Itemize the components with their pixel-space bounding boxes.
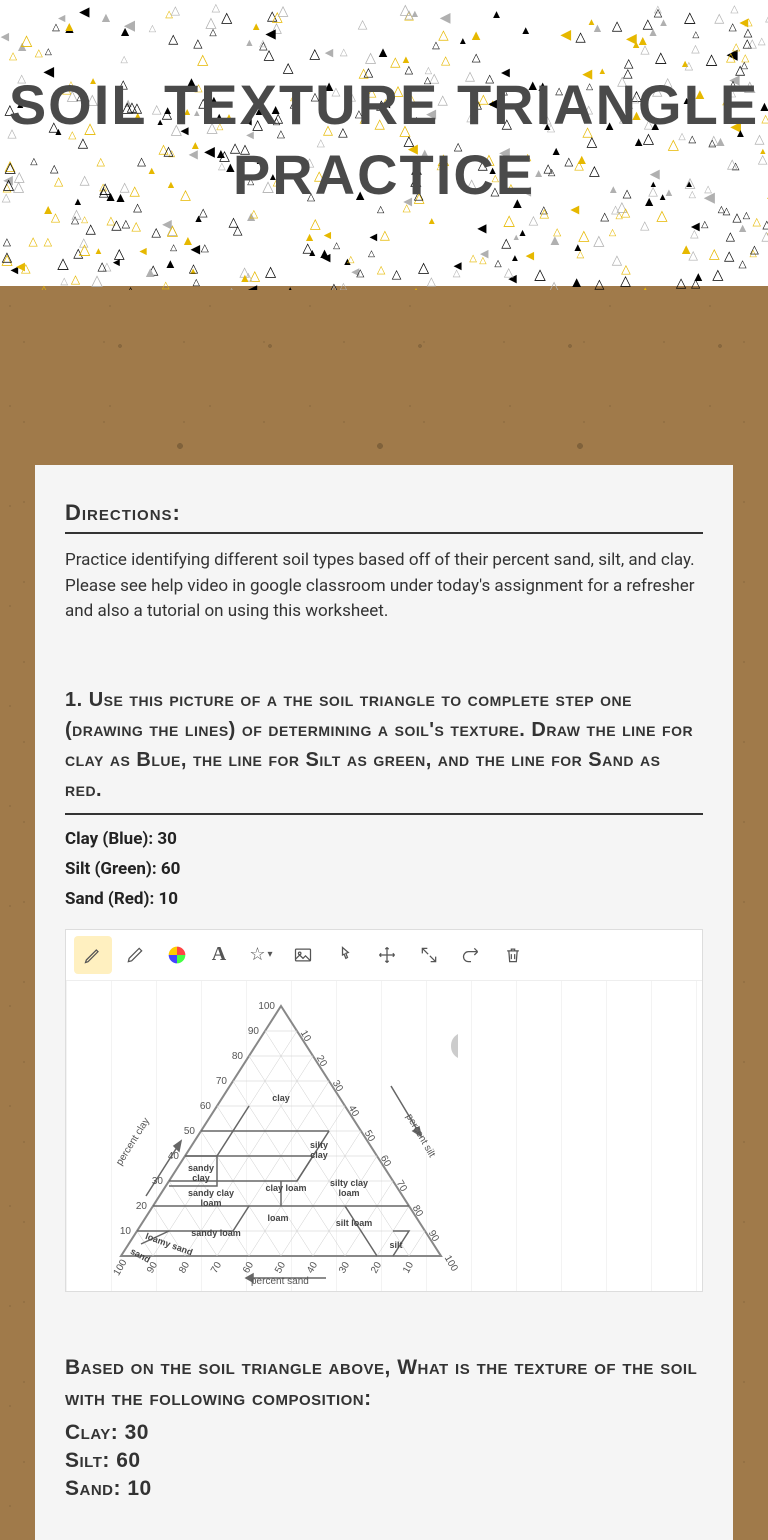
directions-text: Practice identifying different soil type… bbox=[65, 548, 703, 625]
svg-text:70: 70 bbox=[209, 1259, 224, 1275]
svg-text:20: 20 bbox=[369, 1259, 384, 1275]
color-tool[interactable] bbox=[158, 936, 196, 974]
svg-text:20: 20 bbox=[314, 1053, 329, 1069]
q2-sand-line: Sand: 10 bbox=[65, 1477, 703, 1501]
pen-tool[interactable] bbox=[116, 936, 154, 974]
pen-icon bbox=[125, 945, 145, 965]
q1-clay-line: Clay (Blue): 30 bbox=[65, 829, 703, 849]
axis-silt-label: percent silt bbox=[403, 1112, 437, 1160]
question2: Based on the soil triangle above, What i… bbox=[65, 1352, 703, 1501]
move-tool[interactable] bbox=[368, 936, 406, 974]
svg-text:80: 80 bbox=[177, 1259, 192, 1275]
color-wheel-icon bbox=[167, 945, 187, 965]
svg-text:silt: silt bbox=[389, 1240, 402, 1250]
pencil-tool[interactable] bbox=[74, 936, 112, 974]
redo-tool[interactable] bbox=[452, 936, 490, 974]
svg-text:60: 60 bbox=[241, 1259, 256, 1275]
directions-heading: Directions: bbox=[65, 500, 703, 534]
svg-text:sandy: sandy bbox=[188, 1163, 214, 1173]
editor-toolbar: A ☆▾ bbox=[66, 930, 702, 981]
svg-text:40: 40 bbox=[305, 1259, 320, 1275]
fullscreen-icon bbox=[419, 945, 439, 965]
q1-sand-line: Sand (Red): 10 bbox=[65, 889, 703, 909]
svg-text:50: 50 bbox=[184, 1126, 196, 1137]
svg-text:100: 100 bbox=[442, 1253, 460, 1273]
svg-text:silty: silty bbox=[310, 1140, 328, 1150]
fullscreen-tool[interactable] bbox=[410, 936, 448, 974]
redo-icon bbox=[461, 945, 481, 965]
svg-text:clay loam: clay loam bbox=[265, 1183, 306, 1193]
svg-text:100: 100 bbox=[112, 1257, 130, 1277]
svg-text:sandy clay: sandy clay bbox=[188, 1188, 234, 1198]
svg-text:60: 60 bbox=[378, 1153, 393, 1169]
svg-text:10: 10 bbox=[298, 1028, 313, 1044]
svg-text:20: 20 bbox=[136, 1201, 148, 1212]
svg-text:loam: loam bbox=[338, 1188, 359, 1198]
svg-text:40: 40 bbox=[346, 1103, 361, 1119]
drawing-editor: A ☆▾ bbox=[65, 929, 703, 1292]
svg-text:clay: clay bbox=[272, 1093, 290, 1103]
page-title: Soil Texture Triangle Practice bbox=[0, 0, 768, 210]
drawing-canvas[interactable]: percent clay percent silt percent sand 1… bbox=[66, 981, 702, 1291]
svg-text:30: 30 bbox=[152, 1176, 164, 1187]
svg-text:70: 70 bbox=[394, 1178, 409, 1194]
svg-text:80: 80 bbox=[232, 1051, 244, 1062]
svg-text:100: 100 bbox=[258, 1001, 275, 1012]
svg-text:50: 50 bbox=[273, 1259, 288, 1275]
chevron-down-icon: ▾ bbox=[268, 949, 273, 960]
axis-sand-label: percent sand bbox=[251, 1276, 309, 1286]
star-icon: ☆ bbox=[249, 944, 265, 965]
svg-text:clay: clay bbox=[192, 1173, 210, 1183]
svg-text:clay: clay bbox=[310, 1150, 328, 1160]
worksheet-card: Directions: Practice identifying differe… bbox=[35, 465, 733, 1540]
svg-text:10: 10 bbox=[401, 1259, 416, 1275]
q2-clay-line: Clay: 30 bbox=[65, 1421, 703, 1445]
question2-heading: Based on the soil triangle above, What i… bbox=[65, 1352, 703, 1415]
image-tool[interactable] bbox=[284, 936, 322, 974]
svg-text:30: 30 bbox=[337, 1259, 352, 1275]
q1-silt-line: Silt (Green): 60 bbox=[65, 859, 703, 879]
soil-triangle-diagram: percent clay percent silt percent sand 1… bbox=[86, 986, 476, 1286]
svg-text:90: 90 bbox=[426, 1228, 441, 1244]
q2-silt-line: Silt: 60 bbox=[65, 1449, 703, 1473]
pencil-icon bbox=[83, 945, 103, 965]
pointer-icon bbox=[335, 945, 355, 965]
svg-text:70: 70 bbox=[216, 1076, 228, 1087]
svg-text:80: 80 bbox=[410, 1203, 425, 1219]
axis-clay-label: percent clay bbox=[114, 1116, 152, 1168]
text-icon: A bbox=[212, 943, 226, 966]
trash-icon bbox=[503, 945, 523, 965]
svg-text:60: 60 bbox=[200, 1101, 212, 1112]
question1-heading: 1. Use this picture of a the soil triang… bbox=[65, 685, 703, 815]
move-icon bbox=[377, 945, 397, 965]
shapes-tool[interactable]: ☆▾ bbox=[242, 936, 280, 974]
svg-text:sandy loam: sandy loam bbox=[191, 1228, 241, 1238]
pointer-tool[interactable] bbox=[326, 936, 364, 974]
image-icon bbox=[293, 945, 313, 965]
svg-text:40: 40 bbox=[168, 1151, 180, 1162]
svg-text:30: 30 bbox=[330, 1078, 345, 1094]
svg-text:silt loam: silt loam bbox=[336, 1218, 373, 1228]
svg-text:loam: loam bbox=[200, 1198, 221, 1208]
svg-text:silty clay: silty clay bbox=[330, 1178, 368, 1188]
text-tool[interactable]: A bbox=[200, 936, 238, 974]
svg-text:10: 10 bbox=[120, 1226, 132, 1237]
svg-text:90: 90 bbox=[248, 1026, 260, 1037]
svg-text:50: 50 bbox=[362, 1128, 377, 1144]
delete-tool[interactable] bbox=[494, 936, 532, 974]
svg-text:loam: loam bbox=[267, 1213, 288, 1223]
